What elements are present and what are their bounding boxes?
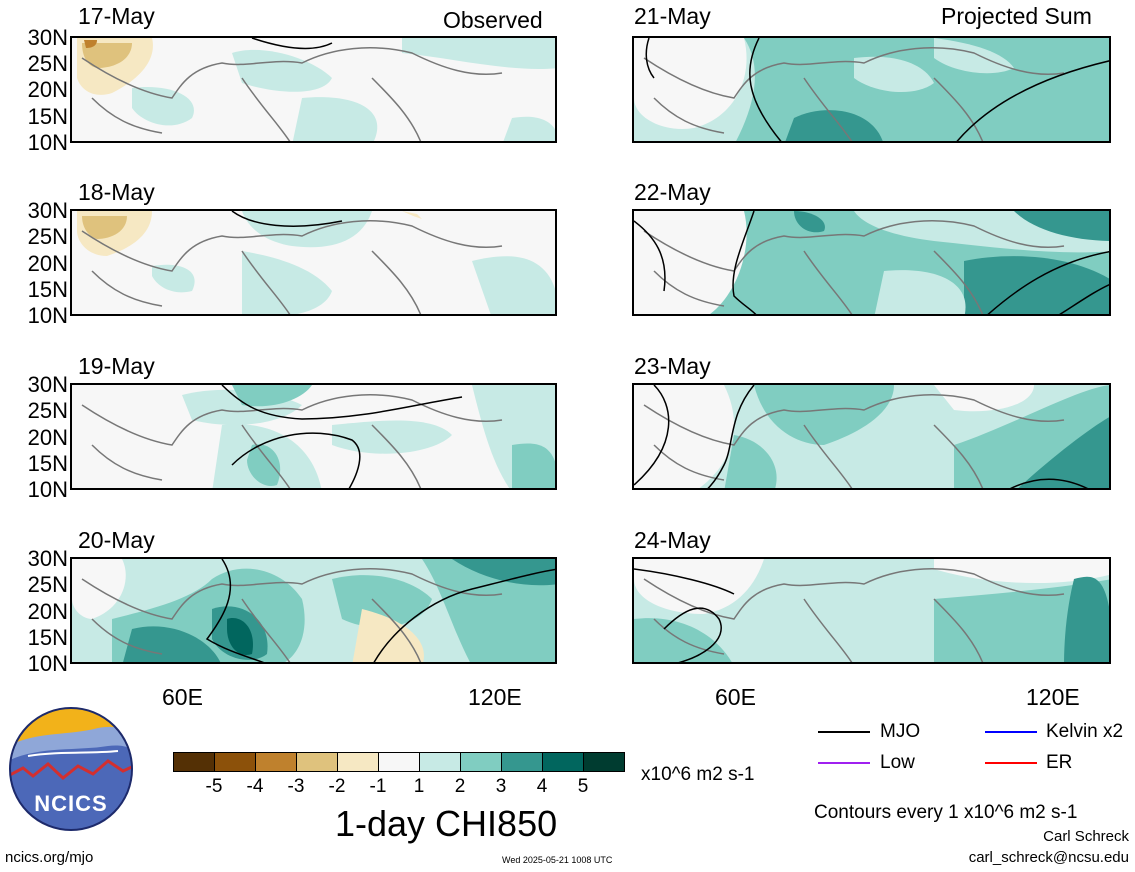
lat-label: 10N (27, 130, 68, 155)
lat-label: 30N (27, 25, 68, 50)
map-panel-23may (632, 383, 1111, 490)
colorbar-label: -1 (369, 776, 387, 797)
colorbar-label: -5 (205, 776, 223, 797)
lat-label: 30N (27, 372, 68, 397)
map-panel-19may (70, 383, 557, 490)
panel-date-19may: 19-May (78, 353, 155, 379)
lat-label: 15N (27, 104, 68, 129)
lat-label: 10N (27, 477, 68, 502)
colorbar-label: 4 (536, 776, 548, 797)
map-panel-22may (632, 209, 1111, 316)
panel-date-22may: 22-May (634, 179, 711, 205)
legend-label-mjo: MJO (880, 721, 921, 742)
lon-label-120e-right: 120E (1026, 684, 1080, 710)
colorbar-swatch (501, 752, 543, 772)
colorbar-swatch (419, 752, 461, 772)
contour-note: Contours every 1 x10^6 m2 s-1 (814, 802, 1078, 823)
legend-line-mjo (818, 731, 870, 733)
lat-label: 25N (27, 224, 68, 249)
colorbar-swatch (173, 752, 215, 772)
panel-date-17may: 17-May (78, 3, 155, 29)
lon-label-60e-right: 60E (715, 684, 756, 710)
map-panel-18may (70, 209, 557, 316)
projected-header: Projected Sum (941, 3, 1092, 29)
colorbar-label: -2 (328, 776, 346, 797)
lat-label: 25N (27, 398, 68, 423)
map-panel-24may (632, 557, 1111, 664)
lat-label: 20N (27, 425, 68, 450)
map-panel-20may (70, 557, 557, 664)
ncics-logo: NCICS (8, 706, 134, 832)
panel-date-23may: 23-May (634, 353, 711, 379)
colorbar-label: -4 (246, 776, 264, 797)
legend-label-low: Low (880, 752, 915, 773)
colorbar-swatch (337, 752, 379, 772)
colorbar-swatch (296, 752, 338, 772)
panel-date-20may: 20-May (78, 527, 155, 553)
lat-label: 15N (27, 625, 68, 650)
lat-label: 15N (27, 451, 68, 476)
colorbar-label: 5 (577, 776, 589, 797)
lon-label-60e-left: 60E (162, 684, 203, 710)
map-panel-21may (632, 36, 1111, 143)
lat-label: 20N (27, 599, 68, 624)
lat-label: 15N (27, 277, 68, 302)
timestamp: Wed 2025-05-21 1008 UTC (502, 855, 613, 865)
colorbar-units: x10^6 m2 s-1 (641, 764, 755, 785)
author-name: Carl Schreck (1043, 828, 1129, 845)
legend-label-kelvin: Kelvin x2 (1046, 721, 1124, 742)
map-panel-17may (70, 36, 557, 143)
logo-text: NCICS (34, 791, 108, 816)
colorbar-swatch (460, 752, 502, 772)
lat-label: 30N (27, 198, 68, 223)
colorbar-swatch (542, 752, 584, 772)
lat-label: 30N (27, 546, 68, 571)
legend-line-low (818, 762, 870, 764)
lat-label: 20N (27, 251, 68, 276)
lat-label: 25N (27, 572, 68, 597)
legend-line-kelvin (985, 731, 1037, 733)
lat-label: 10N (27, 303, 68, 328)
legend-line-er (985, 762, 1037, 764)
colorbar-swatch (583, 752, 625, 772)
site-url[interactable]: ncics.org/mjo (5, 849, 94, 866)
colorbar-swatch (214, 752, 256, 772)
observed-header: Observed (443, 7, 543, 33)
panel-date-21may: 21-May (634, 3, 711, 29)
colorbar-swatch (255, 752, 297, 772)
legend-label-er: ER (1046, 752, 1073, 773)
author-email[interactable]: carl_schreck@ncsu.edu (968, 849, 1129, 866)
lat-label: 25N (27, 51, 68, 76)
colorbar-label: 1 (413, 776, 425, 797)
colorbar-swatch (378, 752, 420, 772)
panel-date-18may: 18-May (78, 179, 155, 205)
colorbar-label: -3 (287, 776, 305, 797)
colorbar-label: 2 (454, 776, 466, 797)
colorbar-label: 3 (495, 776, 507, 797)
lat-label: 20N (27, 77, 68, 102)
panel-date-24may: 24-May (634, 527, 711, 553)
lat-label: 10N (27, 651, 68, 676)
chart-title: 1-day CHI850 (335, 803, 558, 844)
lon-label-120e-left: 120E (468, 684, 522, 710)
